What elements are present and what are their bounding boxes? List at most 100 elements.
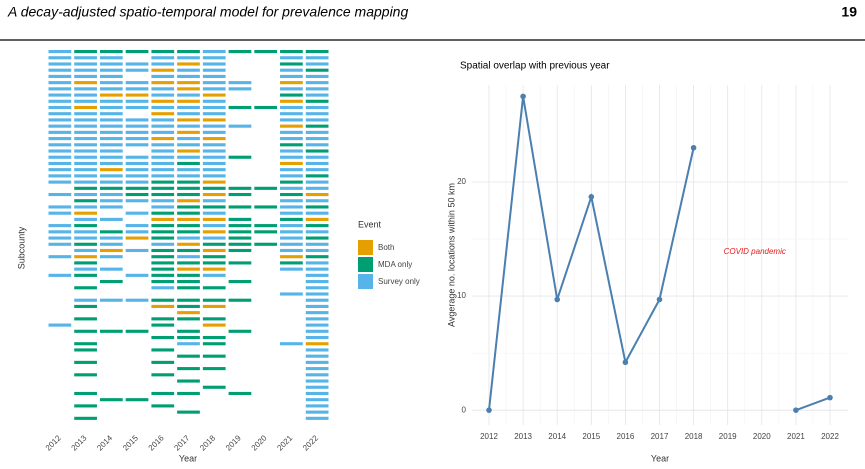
tile bbox=[74, 99, 97, 103]
tile bbox=[74, 199, 97, 203]
tile bbox=[74, 180, 97, 184]
tile bbox=[280, 205, 303, 209]
tile bbox=[202, 342, 226, 346]
tile bbox=[125, 248, 149, 253]
x-tick-label: 2015 bbox=[121, 433, 140, 452]
tile bbox=[305, 404, 329, 408]
tile bbox=[228, 248, 252, 253]
tile bbox=[74, 56, 97, 60]
tile bbox=[202, 199, 226, 203]
tile bbox=[177, 342, 200, 346]
tile bbox=[48, 155, 72, 159]
tile bbox=[280, 56, 303, 60]
tile bbox=[151, 255, 175, 259]
tile bbox=[99, 168, 123, 172]
tile bbox=[228, 87, 252, 91]
tile bbox=[74, 155, 97, 159]
tile bbox=[125, 93, 149, 97]
tile bbox=[151, 317, 175, 321]
point bbox=[554, 296, 560, 303]
tile bbox=[99, 248, 123, 253]
tile bbox=[99, 242, 123, 246]
tile bbox=[177, 143, 200, 147]
tile bbox=[48, 50, 72, 54]
tile bbox=[177, 199, 200, 203]
tile bbox=[280, 224, 303, 228]
tile bbox=[151, 261, 175, 265]
tile bbox=[125, 168, 149, 172]
tile bbox=[280, 68, 303, 72]
tile bbox=[99, 87, 123, 91]
tile bbox=[125, 192, 149, 197]
tile bbox=[74, 342, 97, 346]
tile bbox=[228, 224, 252, 228]
tile bbox=[99, 124, 123, 128]
tile bbox=[151, 130, 175, 134]
tile bbox=[99, 56, 123, 60]
tile bbox=[305, 379, 329, 383]
tile bbox=[254, 230, 278, 234]
x-axis-label: Year bbox=[651, 453, 669, 463]
tile bbox=[74, 224, 97, 228]
tile bbox=[151, 273, 175, 277]
legend-swatch bbox=[358, 257, 373, 272]
tile bbox=[305, 385, 329, 389]
tile bbox=[74, 143, 97, 147]
legend-label: MDA only bbox=[378, 260, 412, 269]
tile bbox=[48, 68, 72, 72]
tile bbox=[74, 404, 97, 408]
line-chart: Spatial overlap with previous year Avger… bbox=[446, 61, 848, 463]
tile bbox=[305, 398, 329, 402]
tile bbox=[48, 273, 72, 277]
tile bbox=[280, 87, 303, 91]
tile bbox=[125, 199, 149, 203]
tile bbox=[280, 211, 303, 215]
tile bbox=[280, 192, 303, 197]
tile bbox=[305, 118, 329, 122]
x-tick-label: 2014 bbox=[95, 433, 114, 452]
tile bbox=[177, 87, 200, 91]
tile bbox=[177, 280, 200, 284]
tile bbox=[177, 118, 200, 122]
x-tick-label: 2021 bbox=[787, 432, 805, 441]
tile bbox=[125, 224, 149, 228]
tile bbox=[74, 168, 97, 172]
tile bbox=[125, 143, 149, 147]
tile bbox=[202, 68, 226, 72]
tile bbox=[228, 298, 252, 302]
tile bbox=[305, 180, 329, 184]
tile bbox=[228, 105, 252, 110]
tile bbox=[48, 224, 72, 228]
legend-label: Survey only bbox=[378, 277, 420, 286]
tile bbox=[177, 56, 200, 60]
tile bbox=[202, 367, 226, 371]
tile bbox=[305, 242, 329, 246]
point bbox=[588, 194, 595, 200]
tile bbox=[74, 267, 97, 271]
tile bbox=[177, 211, 200, 215]
tile bbox=[151, 161, 175, 166]
tile bbox=[177, 286, 200, 290]
tile bbox=[99, 174, 123, 178]
tile bbox=[125, 130, 149, 134]
tile bbox=[151, 50, 175, 54]
tile bbox=[151, 199, 175, 203]
tile bbox=[125, 105, 149, 110]
tile bbox=[280, 174, 303, 178]
tile bbox=[280, 112, 303, 116]
tile bbox=[99, 105, 123, 110]
tile bbox=[48, 168, 72, 172]
x-tick-label: 2018 bbox=[685, 432, 703, 441]
tile bbox=[228, 236, 252, 240]
tile bbox=[280, 50, 303, 54]
tile bbox=[305, 292, 329, 296]
tile bbox=[280, 267, 303, 271]
tile bbox=[177, 124, 200, 128]
tile bbox=[151, 280, 175, 284]
tile bbox=[151, 205, 175, 209]
tile bbox=[74, 137, 97, 141]
tile bbox=[305, 342, 329, 346]
tile bbox=[177, 367, 200, 371]
tile bbox=[305, 155, 329, 159]
tile bbox=[202, 255, 226, 259]
